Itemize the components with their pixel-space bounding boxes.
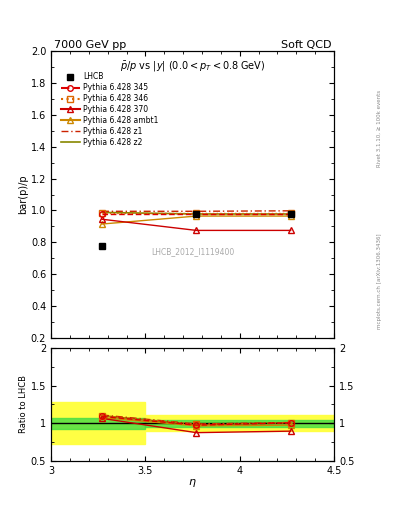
Text: Soft QCD: Soft QCD (281, 40, 331, 50)
Bar (145, 415, 334, 431)
Legend: LHCB, Pythia 6.428 345, Pythia 6.428 346, Pythia 6.428 370, Pythia 6.428 ambt1, : LHCB, Pythia 6.428 345, Pythia 6.428 346… (58, 69, 162, 150)
Y-axis label: bar(p)/p: bar(p)/p (18, 175, 28, 215)
Text: mcplots.cern.ch [arXiv:1306.3436]: mcplots.cern.ch [arXiv:1306.3436] (377, 234, 382, 329)
Text: Rivet 3.1.10, ≥ 100k events: Rivet 3.1.10, ≥ 100k events (377, 90, 382, 166)
Text: 7000 GeV pp: 7000 GeV pp (54, 40, 126, 50)
Y-axis label: Ratio to LHCB: Ratio to LHCB (19, 375, 28, 434)
Text: LHCB_2012_I1119400: LHCB_2012_I1119400 (151, 247, 234, 257)
Text: $\bar{p}/p$ vs $|y|$ $(0.0 < p_T < 0.8$ GeV$)$: $\bar{p}/p$ vs $|y|$ $(0.0 < p_T < 0.8$ … (120, 60, 265, 74)
Bar (51, 402, 145, 444)
X-axis label: $\eta$: $\eta$ (188, 477, 197, 489)
Bar (145, 420, 334, 426)
Bar (51, 418, 145, 429)
